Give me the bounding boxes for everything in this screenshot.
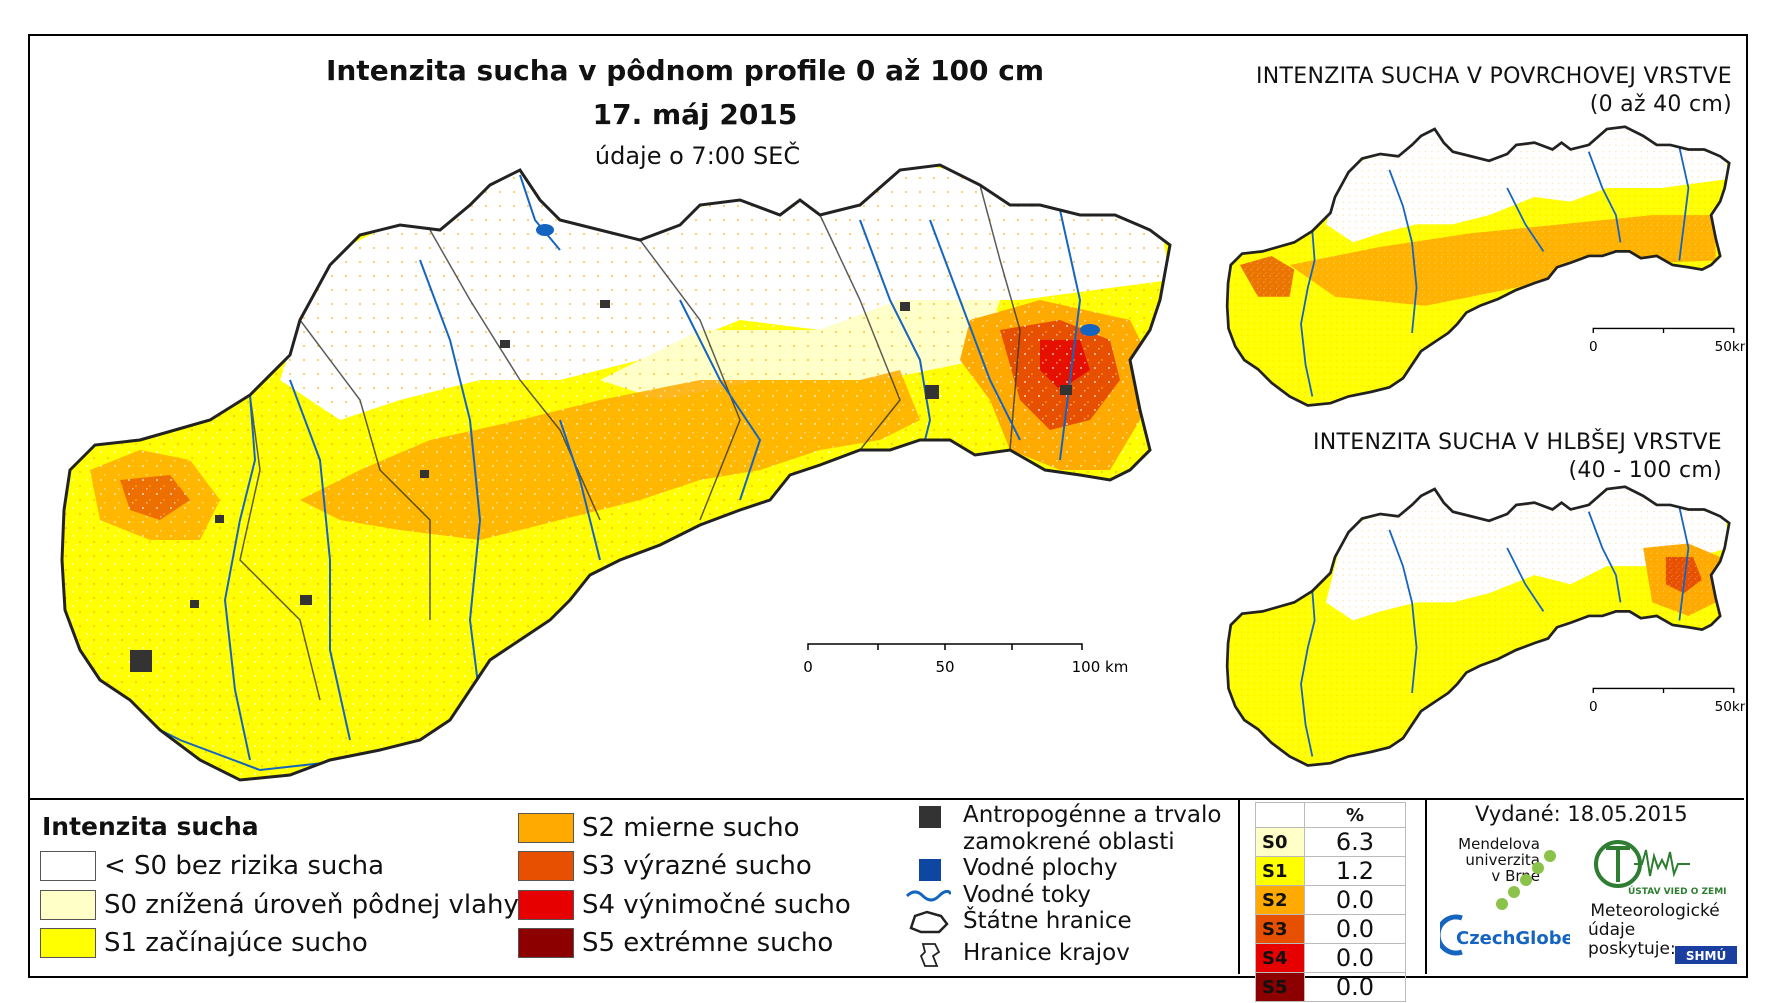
legend-state-border: Štátne hranice [905,908,1132,936]
legend-label-s1: S1 začínajúce sucho [104,928,368,958]
river-line-icon [905,889,951,902]
main-scale-50: 50 [935,658,954,676]
legend-label-state-border: Štátne hranice [963,908,1132,934]
legend-class-s3: S3 výrazné sucho [518,851,812,881]
swatch-s5 [518,928,574,958]
pct-value-s2: 0.0 [1304,885,1406,915]
legend-rivers: Vodné toky [905,882,1091,910]
earth-science-institute-logo: ÚSTAV VIED O ZEMI [1594,840,1727,897]
legend-class-s2: S2 mierne sucho [518,813,800,843]
pct-value-s5: 0.0 [1304,972,1406,1002]
legend-label-water-bodies: Vodné plochy [963,855,1118,881]
region-border-icon [919,943,941,967]
legend-label-s4: S4 výnimočné sucho [582,890,851,920]
mendel-dots-icon [1496,850,1556,910]
map-title: Intenzita sucha v pôdnom profile 0 až 10… [325,54,1045,87]
legend-panel [28,798,1744,976]
inset-bottom-subtitle: (40 - 100 cm) [1568,458,1722,483]
inset-surface-layer-map: 0 50km [1225,125,1745,407]
inset-bottom-scale-0: 0 [1589,699,1598,715]
issued-date: Vydané: 18.05.2015 [1475,802,1688,826]
inset-top-subtitle: (0 až 40 cm) [1589,92,1732,117]
inset-bottom-title: INTENZITA SUCHA V HLBŠEJ VRSTVE [1313,430,1722,455]
legend-label-rivers: Vodné toky [963,882,1091,908]
swatch-none [40,851,96,881]
legend-label-none: < S0 bez rizika sucha [104,851,385,881]
percent-table: % S0 6.3 S1 1.2 S2 0.0 S3 0.0 S4 0.0 S5 0.0 [1255,802,1406,1002]
legend-anthropogenic: Antropogénne a trvalo zamokrené oblasti [915,802,1245,856]
swatch-s1 [40,928,96,958]
legend-class-s0: S0 znížená úroveň pôdnej vlahy [40,890,519,920]
swatch-s4 [518,890,574,920]
mendel-line-1: Mendelova [1458,835,1540,853]
legend-label-region-border: Hranice krajov [963,940,1130,966]
legend-label-s5: S5 extrémne sucho [582,928,834,958]
main-scale-100: 100 km [1072,658,1129,676]
water-body-icon [919,859,941,881]
pct-class-s0: S0 [1255,827,1305,857]
legend-class-none: < S0 bez rizika sucha [40,851,384,881]
swatch-s2 [518,813,574,843]
pct-value-s1: 1.2 [1304,856,1406,886]
mendel-line-2: univerzita [1465,851,1540,869]
inset-deep-layer-map: 0 50km [1225,485,1745,767]
percent-table-blank-header [1255,802,1305,828]
pct-class-s4: S4 [1255,943,1305,973]
uvoz-text: ÚSTAV VIED O ZEMI [1628,885,1727,897]
map-date: 17. máj 2015 [592,98,798,131]
legend-label-s2: S2 mierne sucho [582,813,800,843]
provided-line-1: Meteorologické [1590,901,1720,921]
inset-top-title: INTENZITA SUCHA V POVRCHOVEJ VRSTVE [1255,64,1732,89]
state-border-icon [909,910,949,934]
provided-line-3: poskytuje: [1588,939,1676,959]
pct-class-s2: S2 [1255,885,1305,915]
shmu-text: SHMÚ [1686,948,1726,963]
map-time: údaje o 7:00 SEČ [594,142,801,170]
inset-bottom-scale-50: 50km [1715,699,1745,715]
pct-class-s5: S5 [1255,972,1305,1002]
legend-label-s0: S0 znížená úroveň pôdnej vlahy [104,890,519,920]
provided-line-2: údaje [1588,920,1636,940]
czechglobe-text: CzechGlobe [1456,928,1570,949]
main-scale-bar: 0 50 100 km [803,643,1129,676]
main-drought-map: 0 50 100 km [60,163,1172,782]
legend-label-anthropogenic: Antropogénne a trvalo zamokrené oblasti [963,802,1222,855]
swatch-s0 [40,890,96,920]
legend-label-s3: S3 výrazné sucho [582,851,812,881]
anthropogenic-area-icon [919,806,941,828]
swatch-s3 [518,851,574,881]
legend-class-s5: S5 extrémne sucho [518,928,833,958]
inset-top-scale-0: 0 [1589,339,1598,355]
pct-value-s4: 0.0 [1304,943,1406,973]
pct-value-s3: 0.0 [1304,914,1406,944]
legend-class-s1: S1 začínajúce sucho [40,928,368,958]
shmu-logo: SHMÚ [1675,946,1737,964]
pct-class-s3: S3 [1255,914,1305,944]
legend-divider-1 [1238,798,1240,974]
legend-class-s4: S4 výnimočné sucho [518,890,851,920]
legend-heading: Intenzita sucha [42,812,259,841]
percent-table-header: % [1304,802,1406,828]
meteo-provider-note: Meteorologické údaje poskytuje: [1580,902,1730,959]
legend-divider-2 [1425,798,1427,974]
pct-class-s1: S1 [1255,856,1305,886]
mendel-university-logo: Mendelova univerzita v Brně [1440,836,1540,884]
legend-region-border: Hranice krajov [915,940,1130,970]
czechglobe-logo: CzechGlobe [1440,914,1570,956]
pct-value-s0: 6.3 [1304,827,1406,857]
legend-water-bodies: Vodné plochy [915,855,1118,883]
inset-top-scale-50: 50km [1715,339,1745,355]
main-scale-0: 0 [803,658,813,676]
